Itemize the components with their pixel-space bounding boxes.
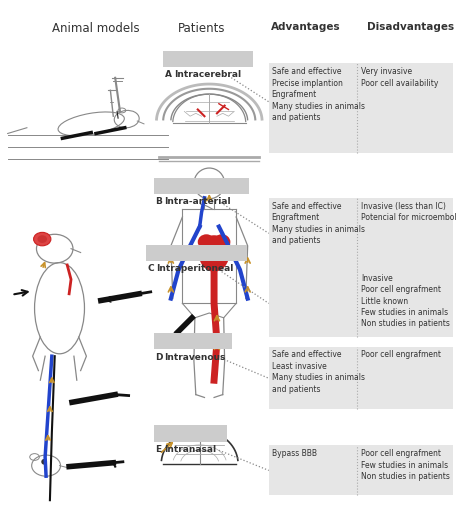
FancyBboxPatch shape bbox=[154, 178, 249, 194]
Ellipse shape bbox=[198, 234, 215, 250]
FancyBboxPatch shape bbox=[146, 245, 246, 261]
FancyBboxPatch shape bbox=[154, 425, 227, 441]
Text: Very invasive
Poor cell availability: Very invasive Poor cell availability bbox=[361, 67, 438, 87]
FancyBboxPatch shape bbox=[269, 446, 453, 496]
Ellipse shape bbox=[213, 234, 230, 250]
Text: D: D bbox=[155, 352, 163, 361]
FancyBboxPatch shape bbox=[154, 333, 232, 349]
Text: A: A bbox=[165, 70, 172, 80]
Text: Safe and effective
Engraftment
Many studies in animals
and patients: Safe and effective Engraftment Many stud… bbox=[272, 201, 365, 245]
Text: Animal models: Animal models bbox=[52, 22, 140, 35]
Text: Invasive
Poor cell engrafment
Little known
Few studies in animals
Non studies in: Invasive Poor cell engrafment Little kno… bbox=[361, 273, 450, 329]
Text: Disadvantages: Disadvantages bbox=[367, 22, 455, 32]
Text: Intra-arterial: Intra-arterial bbox=[164, 197, 231, 206]
Text: Poor cell engrafment: Poor cell engrafment bbox=[361, 350, 441, 359]
Text: Bypass BBB: Bypass BBB bbox=[272, 449, 317, 458]
Text: Intraperitoneal: Intraperitoneal bbox=[156, 264, 234, 273]
FancyBboxPatch shape bbox=[269, 270, 453, 337]
Ellipse shape bbox=[34, 232, 51, 246]
Ellipse shape bbox=[37, 235, 47, 243]
FancyBboxPatch shape bbox=[269, 64, 453, 153]
FancyBboxPatch shape bbox=[163, 51, 253, 67]
Text: Patients: Patients bbox=[178, 22, 225, 35]
Text: Safe and effective
Least invasive
Many studies in animals
and patients: Safe and effective Least invasive Many s… bbox=[272, 350, 365, 394]
Text: B: B bbox=[155, 197, 163, 206]
Text: C: C bbox=[148, 264, 155, 273]
Text: Intranasal: Intranasal bbox=[164, 445, 216, 454]
Text: E: E bbox=[155, 445, 162, 454]
Text: Poor cell engrafment
Few studies in animals
Non studies in patients: Poor cell engrafment Few studies in anim… bbox=[361, 449, 450, 481]
FancyBboxPatch shape bbox=[269, 198, 453, 270]
Ellipse shape bbox=[199, 235, 229, 272]
FancyBboxPatch shape bbox=[269, 347, 453, 409]
Text: Advantages: Advantages bbox=[271, 22, 340, 32]
Text: Intravenous: Intravenous bbox=[164, 352, 226, 361]
Text: Invasive (less than IC)
Potencial for microembol: Invasive (less than IC) Potencial for mi… bbox=[361, 201, 456, 222]
Text: Intracerebral: Intracerebral bbox=[174, 70, 241, 80]
Text: Safe and effective
Precise implantion
Engrafment
Many studies in animals
and pat: Safe and effective Precise implantion En… bbox=[272, 67, 365, 122]
Circle shape bbox=[41, 459, 47, 465]
